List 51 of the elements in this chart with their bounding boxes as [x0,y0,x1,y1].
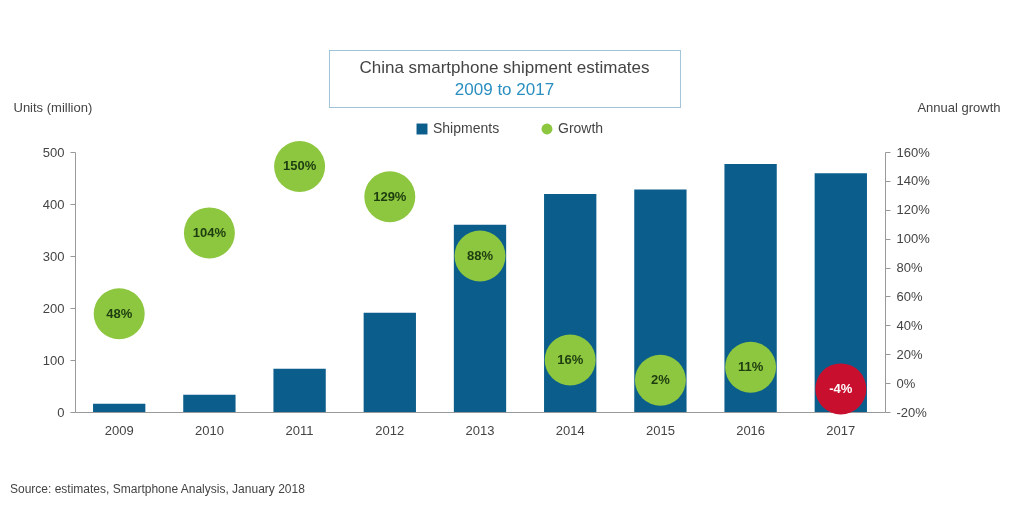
data-label: 104% [192,224,227,240]
y2-axis-title: Annual growth [917,99,1001,115]
data-label: 129% [373,188,407,204]
x-tick-label: 2010 [194,422,224,438]
x-tick-label: 2014 [555,422,585,438]
data-label: 16% [557,352,584,367]
y2-tick-label: 100% [896,231,931,247]
data-label: 150% [282,158,317,174]
x-tick-label: 2015 [645,422,675,438]
y-tick-label: 300 [42,248,65,264]
y2-tick-label: 20% [896,346,923,362]
point [815,363,867,415]
point [93,288,145,340]
y2-tick-label: 60% [896,288,923,304]
y2-tick-label: 120% [896,202,931,218]
source-note: Source: estimates, Smartphone Analysis, January 2018 [10,482,305,496]
y2-tick-label: -20% [896,404,928,420]
point [454,230,506,282]
chart-title: China smartphone shipment estimates [359,57,650,79]
x-tick-label: 2011 [285,422,314,438]
data-label: 88% [466,248,494,263]
y2-tick-label: 40% [896,317,923,333]
point [725,341,777,393]
chart-subtitle: 2009 to 2017 [453,79,556,101]
y2-tick-label: 0% [896,375,916,391]
y-tick-label: 0 [57,404,65,420]
bar [93,403,146,412]
y2-tick-label: 160% [896,144,931,160]
y-tick-label: 500 [42,144,65,160]
x-tick-label: 2017 [826,422,856,438]
y-tick-label: 200 [42,300,65,316]
data-label: 2% [651,372,671,388]
y2-tick-label: 80% [896,260,923,276]
y-tick-label: 400 [42,196,65,212]
point [634,354,686,406]
point [544,334,596,386]
bar [363,312,416,412]
x-tick-label: 2009 [104,422,134,438]
data-label: 48% [106,305,133,321]
legend-label: Growth [558,120,604,136]
bar [183,394,236,412]
y-tick-label: 100 [42,352,65,368]
x-tick-label: 2012 [375,422,405,438]
bar [273,368,326,412]
data-label: 11% [737,359,764,375]
legend-label: Shipments [433,120,500,136]
y2-tick-label: 140% [896,173,931,189]
x-tick-label: 2016 [736,422,766,438]
x-tick-label: 2013 [465,422,495,438]
y-axis-title: Units (million) [13,99,93,115]
data-label: -4% [829,380,853,396]
